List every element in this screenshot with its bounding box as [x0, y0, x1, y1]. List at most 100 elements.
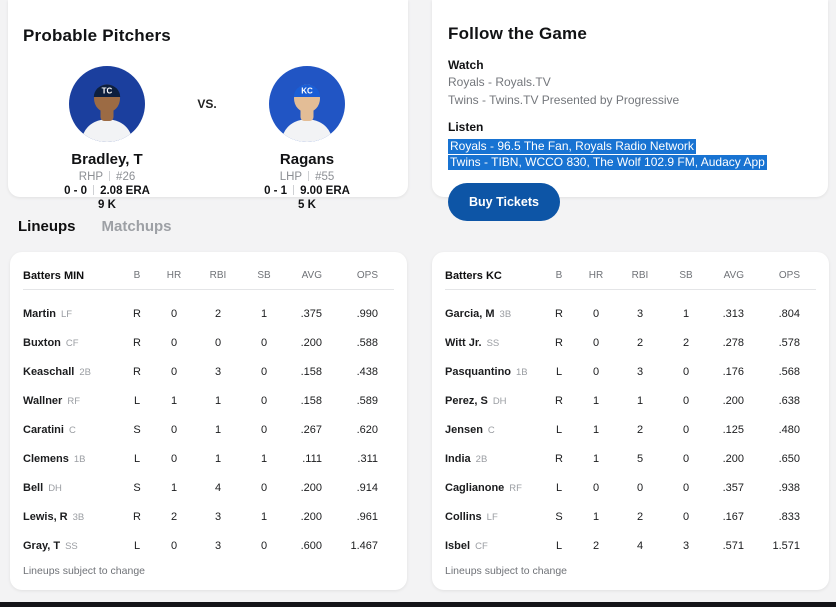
- buy-tickets-button[interactable]: Buy Tickets: [448, 183, 560, 222]
- pitcher-hand-number: LHP #55: [237, 171, 377, 183]
- player-name-cell[interactable]: Isbel CF: [445, 540, 540, 552]
- player-name-cell[interactable]: Bell DH: [23, 482, 118, 494]
- stat-rbi: 1: [214, 423, 222, 436]
- table-row: Buxton CF R 0 0 0 .200 .588: [23, 328, 394, 357]
- player-name-cell[interactable]: Caratini C: [23, 424, 118, 436]
- player-name-cell[interactable]: Wallner RF: [23, 395, 118, 407]
- player-name[interactable]: Garcia, M: [445, 307, 495, 320]
- pitcher-headshot[interactable]: KC: [269, 66, 345, 143]
- player-name[interactable]: Caglianone: [445, 481, 505, 494]
- stat-sb: 1: [260, 307, 268, 320]
- stat-hr: 2: [170, 510, 178, 523]
- lineup-table-body: Garcia, M 3B R 0 3 1 .313 .804 Witt Jr. SS R 0 2 2 .27…: [445, 290, 816, 560]
- player-name[interactable]: India: [445, 452, 471, 465]
- table-header: Batters KC B HR RBI SB AVG OPS: [445, 262, 816, 290]
- stat-sb: 1: [682, 307, 690, 320]
- stat-rbi: 2: [636, 510, 644, 523]
- stat-ops: .480: [778, 423, 800, 436]
- table-row: Martin LF R 0 2 1 .375 .990: [23, 299, 394, 328]
- player-name-cell[interactable]: Jensen C: [445, 424, 540, 436]
- stat-b: R: [133, 307, 141, 320]
- player-name[interactable]: Collins: [445, 510, 482, 523]
- player-name-cell[interactable]: Keaschall 2B: [23, 366, 118, 378]
- player-name-cell[interactable]: Gray, T SS: [23, 540, 118, 552]
- footer-bar: [0, 602, 836, 607]
- stat-b: L: [555, 423, 563, 436]
- player-name[interactable]: Buxton: [23, 336, 61, 349]
- player-name[interactable]: Isbel: [445, 539, 471, 552]
- player-position: CF: [65, 337, 79, 349]
- table-row: Gray, T SS L 0 3 0 .600 1.467: [23, 531, 394, 560]
- stat-rbi: 3: [636, 365, 644, 378]
- player-name-cell[interactable]: Garcia, M 3B: [445, 308, 540, 320]
- watch-label: Watch: [448, 58, 484, 73]
- stat-avg: .111: [302, 452, 322, 465]
- pitcher-headshot[interactable]: TC: [69, 66, 145, 143]
- pitcher-strikeouts: 5 K: [298, 199, 316, 212]
- player-name[interactable]: Keaschall: [23, 365, 75, 378]
- player-name-cell[interactable]: Buxton CF: [23, 337, 118, 349]
- pitcher-number: #26: [116, 171, 136, 184]
- player-position: CF: [475, 540, 488, 552]
- player-position: RF: [509, 482, 522, 494]
- tab-lineups[interactable]: Lineups: [18, 218, 76, 235]
- pitcher-strikeouts: 9 K: [98, 199, 116, 212]
- tab-matchups[interactable]: Matchups: [101, 218, 172, 235]
- column-header-b: B: [133, 270, 141, 281]
- pitcher-name[interactable]: Ragans: [279, 151, 335, 169]
- stat-rbi: 4: [636, 539, 644, 552]
- stat-ops: .914: [356, 481, 378, 494]
- stat-avg: .357: [722, 481, 744, 494]
- column-header-rbi: RBI: [209, 270, 227, 281]
- player-name-cell[interactable]: Pasquantino 1B: [445, 366, 540, 378]
- player-name-cell[interactable]: Martin LF: [23, 308, 118, 320]
- player-name-cell[interactable]: India 2B: [445, 453, 540, 465]
- stat-rbi: 1: [636, 394, 644, 407]
- stat-rbi: 4: [214, 481, 222, 494]
- player-name[interactable]: Lewis, R: [23, 510, 68, 523]
- stat-sb: 1: [260, 452, 268, 465]
- player-position: 1B: [73, 453, 86, 465]
- player-name-cell[interactable]: Clemens 1B: [23, 453, 118, 465]
- player-name-cell[interactable]: Lewis, R 3B: [23, 511, 118, 523]
- player-name[interactable]: Gray, T: [23, 539, 61, 552]
- stat-sb: 0: [682, 365, 690, 378]
- player-position: 2B: [475, 453, 488, 465]
- column-header-b: B: [555, 270, 563, 281]
- stat-rbi: 1: [214, 394, 222, 407]
- stat-ops: .804: [778, 307, 800, 320]
- player-name-cell[interactable]: Witt Jr. SS: [445, 337, 540, 349]
- pitcher-record: 0 - 0: [64, 185, 88, 198]
- player-name[interactable]: Witt Jr.: [445, 336, 482, 349]
- player-name[interactable]: Jensen: [445, 423, 483, 436]
- pitcher-name[interactable]: Bradley, T: [71, 151, 143, 169]
- player-name-cell[interactable]: Perez, S DH: [445, 395, 540, 407]
- stat-b: R: [555, 394, 563, 407]
- player-name[interactable]: Clemens: [23, 452, 69, 465]
- stat-sb: 0: [260, 423, 268, 436]
- player-name[interactable]: Perez, S: [445, 394, 488, 407]
- stat-sb: 0: [682, 423, 690, 436]
- player-name[interactable]: Caratini: [23, 423, 64, 436]
- player-name-cell[interactable]: Collins LF: [445, 511, 540, 523]
- table-row: Lewis, R 3B R 2 3 1 .200 .961: [23, 502, 394, 531]
- listen-option-twins: Twins - TIBN, WCCO 830, The Wolf 102.9 F…: [448, 155, 767, 171]
- stat-avg: .167: [722, 510, 744, 523]
- lineups-footnote: Lineups subject to change: [445, 565, 568, 577]
- stat-b: R: [133, 510, 141, 523]
- player-name[interactable]: Bell: [23, 481, 44, 494]
- table-row: India 2B R 1 5 0 .200 .650: [445, 444, 816, 473]
- table-row: Clemens 1B L 0 1 1 .111 .311: [23, 444, 394, 473]
- column-header-hr: HR: [588, 270, 604, 281]
- lineup-card-min: Batters MIN B HR RBI SB AVG OPS Martin LF…: [10, 252, 407, 590]
- lineup-card-kc: Batters KC B HR RBI SB AVG OPS Garcia, M…: [432, 252, 829, 590]
- stat-rbi: 2: [214, 307, 222, 320]
- player-name[interactable]: Pasquantino: [445, 365, 512, 378]
- player-name-cell[interactable]: Caglianone RF: [445, 482, 540, 494]
- probable-pitchers-title: Probable Pitchers: [23, 26, 171, 46]
- player-name[interactable]: Wallner: [23, 394, 63, 407]
- stat-b: R: [555, 336, 563, 349]
- player-position: 3B: [72, 511, 85, 523]
- player-name[interactable]: Martin: [23, 307, 56, 320]
- jersey: [281, 119, 333, 143]
